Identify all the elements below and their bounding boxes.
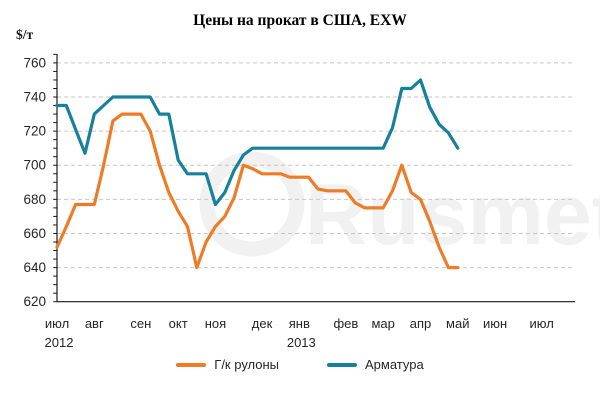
legend-item-hot-rolled: Г/к рулоны [176, 357, 279, 372]
chart-title: Цены на прокат в США, EXW [193, 12, 407, 29]
x-axis-month-label: мар [371, 316, 394, 331]
x-axis-month-label: апр [410, 316, 432, 331]
x-axis-month-label: май [446, 316, 469, 331]
legend-line-swatch-teal [327, 362, 358, 367]
x-axis-month-label: окт [169, 316, 188, 331]
legend-label-hot-rolled: Г/к рулоны [214, 357, 280, 372]
watermark-circle [199, 151, 305, 257]
x-axis-year-label: 2012 [45, 335, 74, 350]
legend-label-rebar: Арматура [365, 357, 424, 372]
series-line-hot-rolled [55, 112, 460, 270]
legend-item-rebar: Арматура [327, 357, 424, 372]
watermark-text: Rusmet [305, 167, 600, 263]
y-axis-tick-label: 680 [23, 192, 46, 207]
x-axis-month-label: янв [289, 316, 310, 331]
y-axis-tick-label: 760 [23, 55, 46, 70]
y-axis-tick-label: 700 [23, 158, 46, 173]
x-axis-month-label: сен [130, 316, 151, 331]
series-line-rebar [55, 78, 460, 207]
legend: Г/к рулоны Арматура [0, 357, 600, 372]
x-axis-month-label: июн [483, 316, 507, 331]
x-axis-month-label: фев [333, 316, 358, 331]
x-axis-month-label: дек [252, 316, 273, 331]
y-axis-tick-label: 740 [23, 90, 46, 105]
x-axis-month-label: ноя [205, 316, 226, 331]
x-axis-month-label: авг [85, 316, 104, 331]
x-axis-month-label: июл [45, 316, 69, 331]
y-axis-tick-label: 640 [23, 260, 46, 275]
y-axis-tick-label: 660 [23, 226, 46, 241]
x-axis-year-label: 2013 [287, 335, 316, 350]
y-axis-tick-label: 620 [23, 294, 46, 309]
y-axis-tick-label: 720 [23, 124, 46, 139]
legend-line-swatch-orange [176, 362, 207, 367]
x-axis-month-label: июл [529, 316, 553, 331]
y-axis-unit-label: $/т [16, 27, 34, 42]
